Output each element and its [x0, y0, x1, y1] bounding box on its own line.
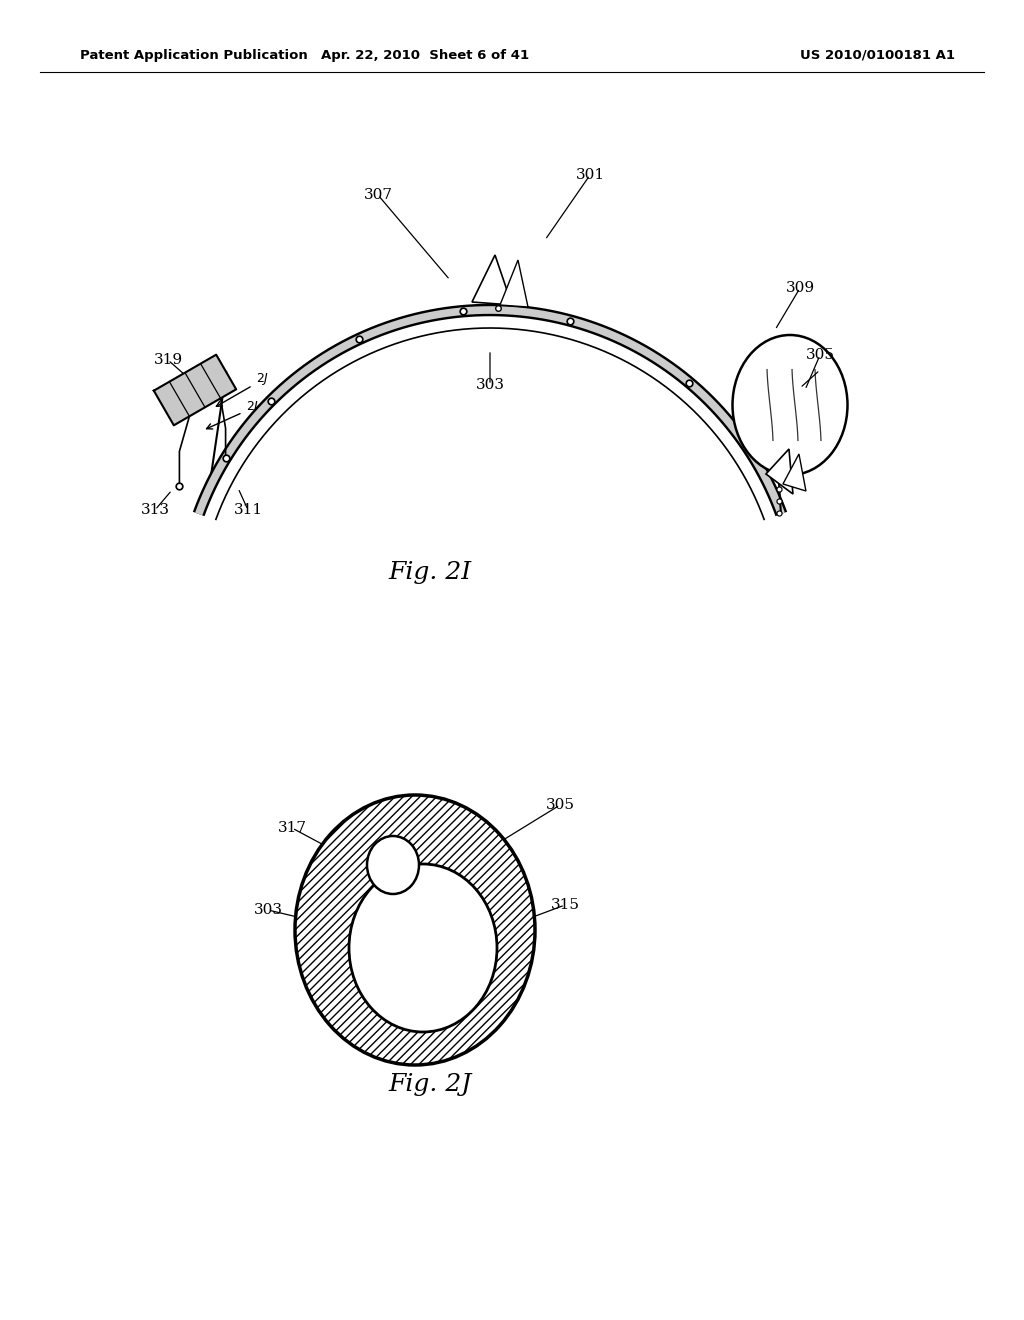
Polygon shape [154, 355, 237, 425]
Text: US 2010/0100181 A1: US 2010/0100181 A1 [800, 49, 955, 62]
Polygon shape [766, 449, 793, 494]
Text: 317: 317 [278, 821, 306, 836]
Polygon shape [500, 260, 528, 308]
Text: 311: 311 [233, 503, 262, 517]
Text: 303: 303 [254, 903, 283, 917]
Text: $2J$: $2J$ [246, 400, 259, 416]
Text: 301: 301 [575, 168, 604, 182]
Text: Fig. 2I: Fig. 2I [388, 561, 472, 583]
Polygon shape [472, 255, 512, 305]
Text: 307: 307 [364, 187, 392, 202]
Text: Apr. 22, 2010  Sheet 6 of 41: Apr. 22, 2010 Sheet 6 of 41 [321, 49, 529, 62]
Ellipse shape [349, 865, 497, 1032]
Text: 305: 305 [546, 799, 574, 812]
Text: 303: 303 [475, 378, 505, 392]
Text: Patent Application Publication: Patent Application Publication [80, 49, 308, 62]
Text: 305: 305 [806, 348, 835, 362]
Text: 319: 319 [154, 352, 182, 367]
Text: $2J$: $2J$ [256, 371, 269, 388]
Ellipse shape [367, 836, 419, 894]
Ellipse shape [295, 795, 535, 1065]
Ellipse shape [732, 335, 848, 475]
Text: 315: 315 [551, 898, 580, 912]
Text: 313: 313 [140, 503, 170, 517]
Text: 309: 309 [785, 281, 814, 294]
Polygon shape [783, 454, 806, 491]
Text: Fig. 2J: Fig. 2J [388, 1073, 472, 1097]
